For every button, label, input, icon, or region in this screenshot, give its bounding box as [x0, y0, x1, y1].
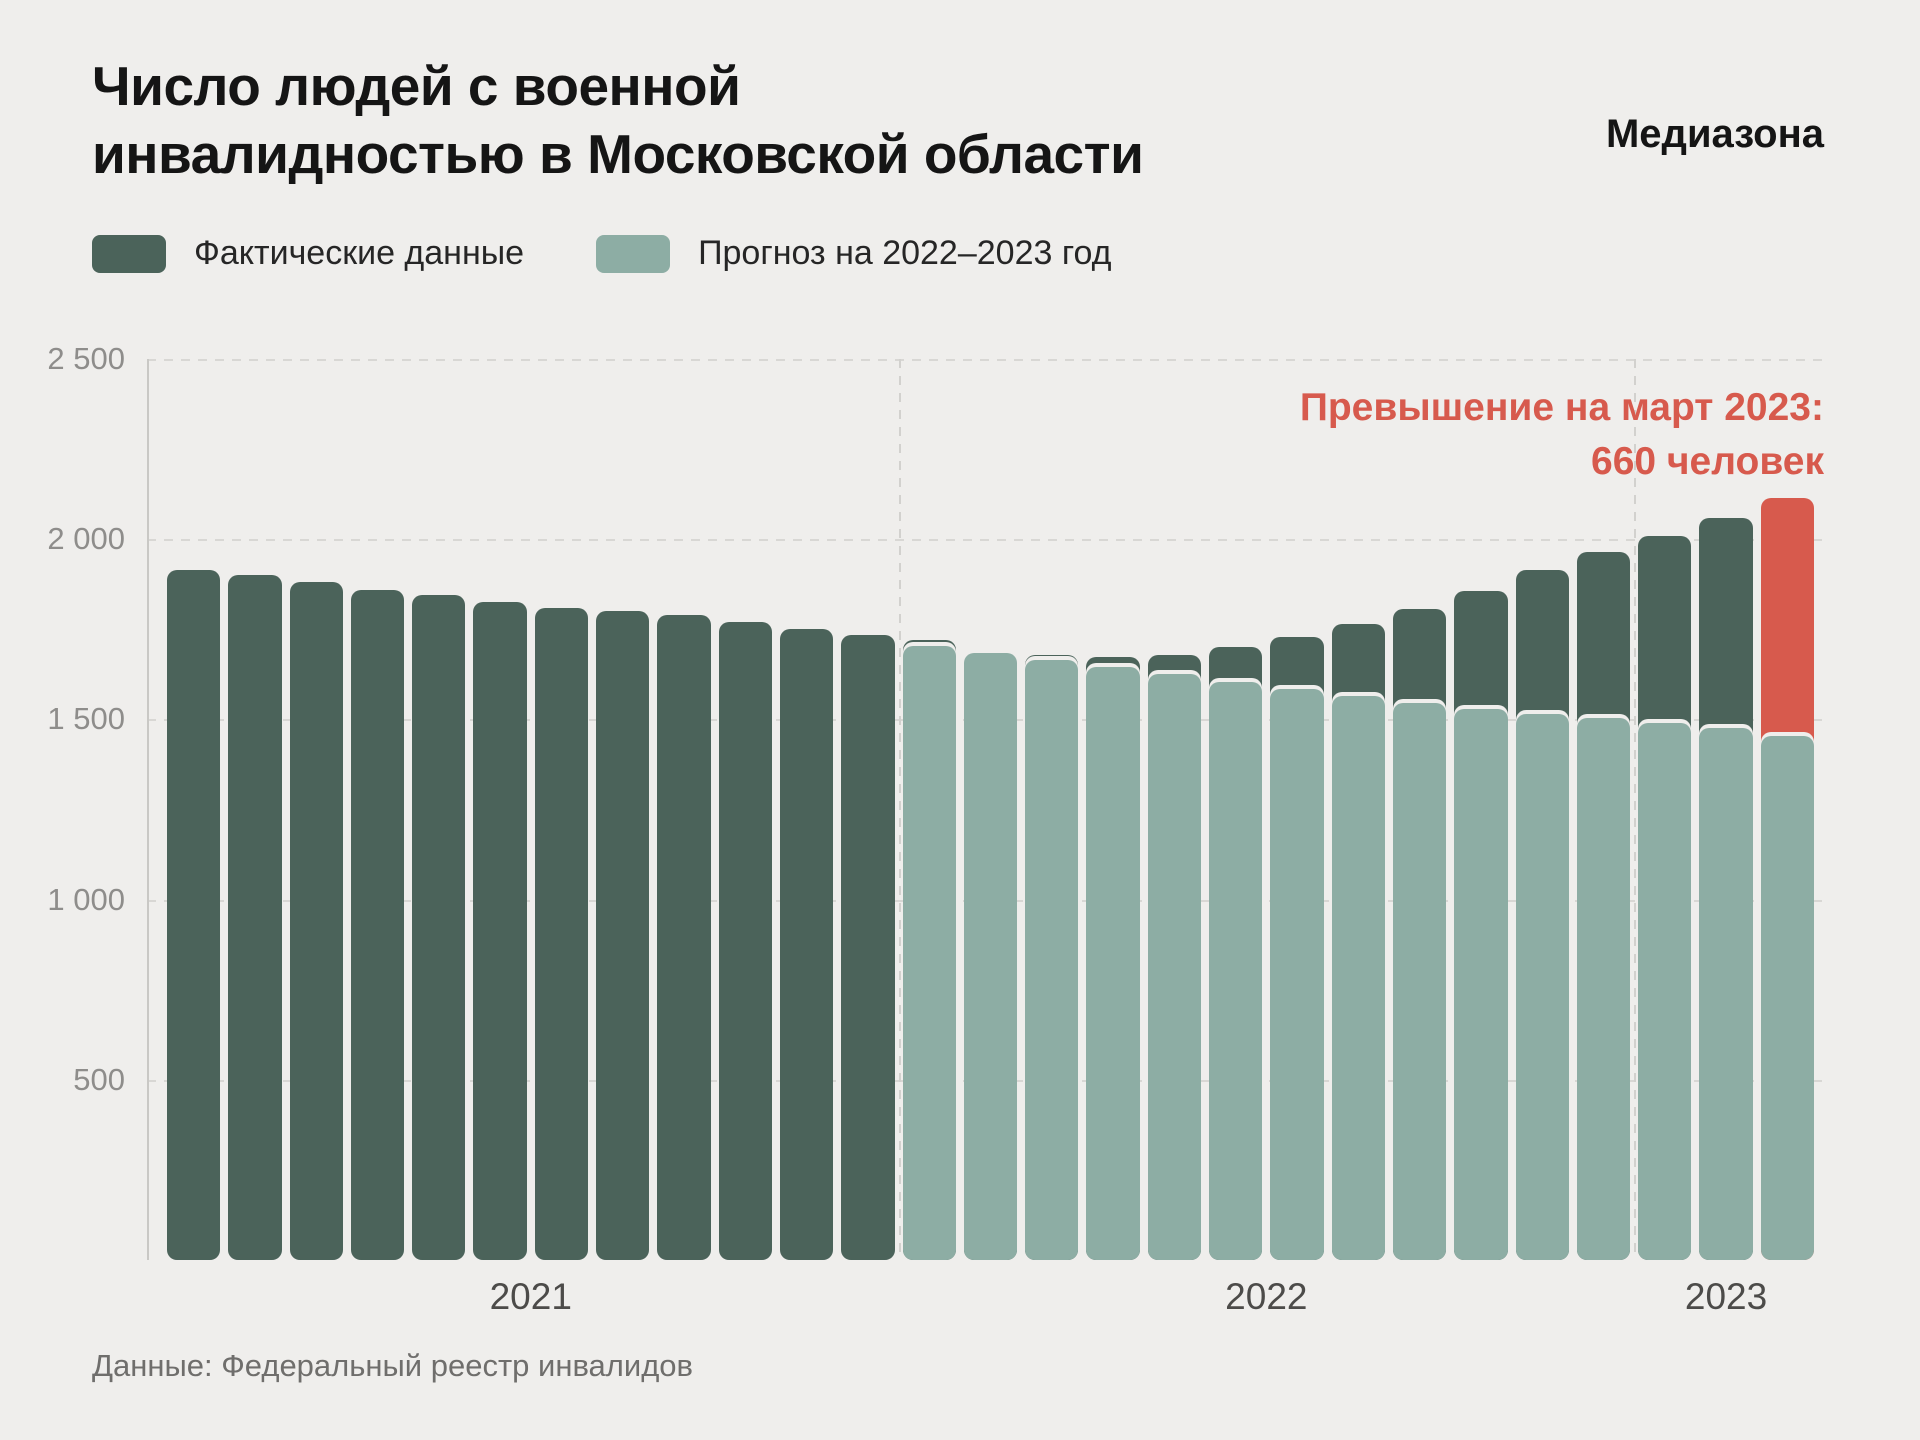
- excess-annotation-line2: 660 человек: [1591, 439, 1824, 483]
- bar-chart: 500 1 000 1 500 2 000 2 500 Превышение на ма…: [47, 341, 1824, 1317]
- bar-forecast-2022-03: [1025, 659, 1079, 1260]
- bar-forecast-2023-01: [1638, 723, 1692, 1260]
- legend-item-actual: Фактические данные: [92, 234, 524, 273]
- bar-2022-06: [1205, 359, 1266, 1260]
- bar-2023-02: [1695, 359, 1756, 1260]
- gridline-2000: [147, 539, 1824, 542]
- bar-2021-09: [653, 359, 714, 1260]
- year-separator-2022: [898, 359, 901, 1260]
- bar-actual-2021-01: [167, 569, 221, 1260]
- bar-forecast-2022-02: [963, 652, 1018, 1260]
- bar-actual-2021-09: [657, 614, 711, 1260]
- legend-swatch-actual-icon: [92, 234, 166, 273]
- legend-item-forecast: Прогноз на 2022–2023 год: [596, 234, 1112, 273]
- bar-2023-03: [1757, 359, 1818, 1260]
- bar-2021-04: [347, 359, 408, 1260]
- bar-forecast-2022-08: [1331, 695, 1385, 1260]
- x-year-label-2021: 2021: [489, 1276, 572, 1317]
- bar-2021-12: [837, 359, 898, 1260]
- bar-actual-2021-11: [779, 629, 834, 1260]
- bar-actual-2021-08: [596, 611, 650, 1260]
- bar-2022-03: [1021, 359, 1082, 1260]
- bar-2021-03: [286, 359, 347, 1260]
- bar-forecast-2022-12: [1576, 717, 1631, 1260]
- bar-actual-2021-12: [841, 634, 895, 1260]
- bar-actual-2021-07: [534, 607, 589, 1260]
- bar-actual-2021-03: [289, 582, 343, 1260]
- legend-label-actual: Фактические данные: [194, 234, 525, 272]
- bar-forecast-2022-10: [1454, 708, 1508, 1260]
- x-axis-labels: 2021 2022 2023: [163, 1260, 1818, 1330]
- bar-2022-05: [1144, 359, 1205, 1260]
- bar-2022-11: [1512, 359, 1573, 1260]
- bar-2021-10: [715, 359, 776, 1260]
- bar-forecast-2023-02: [1699, 728, 1753, 1260]
- bar-2022-07: [1266, 359, 1327, 1260]
- x-year-label-2023: 2023: [1684, 1276, 1768, 1317]
- bar-forecast-2023-03: [1760, 735, 1815, 1260]
- gridline-2500: [147, 359, 1824, 361]
- bar-forecast-2022-04: [1086, 667, 1140, 1260]
- bar-2022-09: [1389, 359, 1450, 1260]
- bar-forecast-2022-05: [1147, 674, 1202, 1260]
- y-tick-label-1500: 1 500: [47, 701, 125, 737]
- page-title: Число людей с военной инвалидностью в Мо…: [92, 55, 1144, 186]
- bar-forecast-2022-06: [1209, 681, 1263, 1260]
- y-tick-label-500: 500: [73, 1061, 125, 1097]
- bar-actual-2021-06: [473, 602, 527, 1260]
- bar-2022-01: [899, 359, 960, 1260]
- bar-series: [163, 359, 1818, 1260]
- legend-label-forecast: Прогноз на 2022–2023 год: [698, 234, 1112, 272]
- bar-2021-01: [163, 359, 224, 1260]
- bar-2021-06: [469, 359, 530, 1260]
- bar-2021-07: [531, 359, 592, 1260]
- x-year-label-2022: 2022: [1225, 1276, 1308, 1317]
- bar-forecast-2022-01: [902, 645, 956, 1260]
- bar-2022-02: [960, 359, 1021, 1260]
- bar-2021-11: [776, 359, 837, 1260]
- bar-actual-2021-05: [412, 595, 466, 1260]
- bar-forecast-2022-07: [1270, 688, 1324, 1260]
- bar-forecast-2022-11: [1515, 714, 1569, 1260]
- bar-forecast-2022-09: [1392, 703, 1447, 1260]
- legend-swatch-forecast-icon: [596, 234, 671, 273]
- excess-annotation: Превышение на март 2023: 660 человек: [1300, 381, 1824, 489]
- bar-actual-2021-10: [718, 622, 772, 1260]
- bar-2022-04: [1082, 359, 1143, 1260]
- y-tick-label-2500: 2 500: [47, 341, 125, 376]
- bar-2022-10: [1450, 359, 1511, 1260]
- year-separator-2023: [1634, 359, 1637, 1260]
- bar-actual-2021-02: [228, 575, 282, 1260]
- source-note: Данные: Федеральный реестр инвалидов: [92, 1348, 694, 1383]
- bar-2023-01: [1634, 359, 1695, 1260]
- bar-2021-08: [592, 359, 653, 1260]
- brand-logo: Медиазона: [1605, 112, 1824, 156]
- bar-2021-02: [224, 359, 285, 1260]
- y-axis-line: [147, 359, 149, 1260]
- bar-2022-12: [1573, 359, 1634, 1260]
- bar-actual-2021-04: [350, 589, 405, 1260]
- chart-legend: Фактические данные Прогноз на 2022–2023 …: [92, 234, 1112, 273]
- bar-2022-08: [1328, 359, 1389, 1260]
- y-tick-label-2000: 2 000: [47, 521, 125, 557]
- y-tick-label-1000: 1 000: [47, 881, 125, 917]
- excess-annotation-line1: Превышение на март 2023:: [1299, 386, 1824, 429]
- bar-2021-05: [408, 359, 469, 1260]
